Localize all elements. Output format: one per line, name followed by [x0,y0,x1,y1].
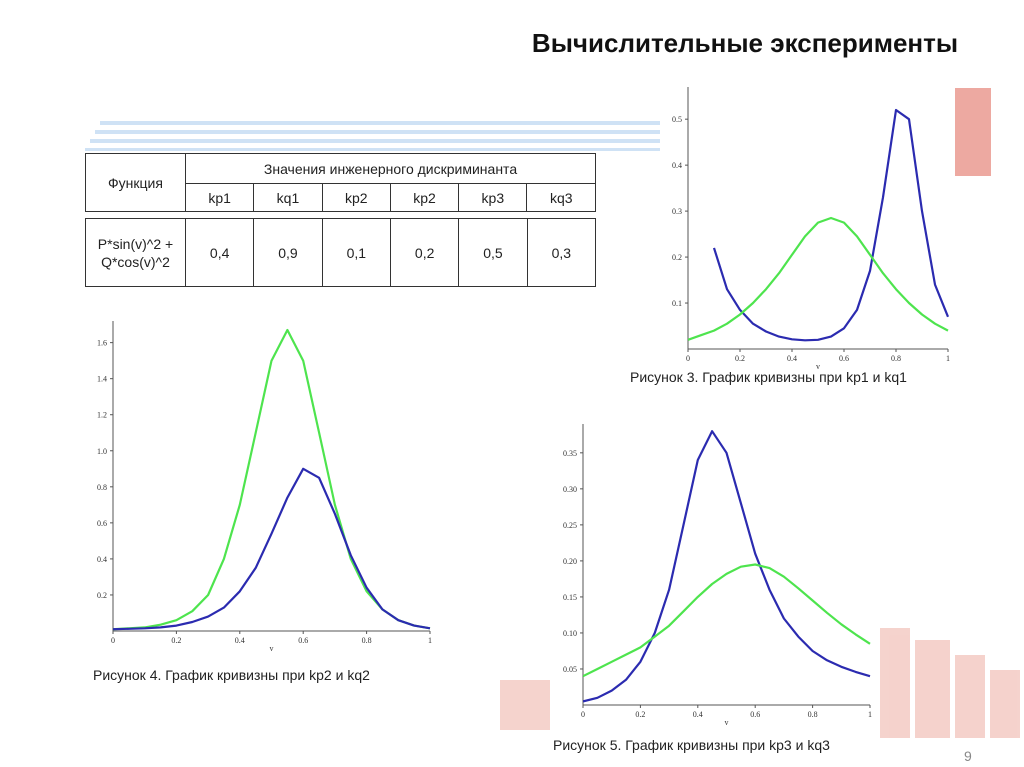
curve [712,108,950,342]
x-tick-label: 0.6 [750,710,760,719]
x-tick-label: 0.8 [808,710,818,719]
y-tick-label: 0.25 [563,521,577,530]
y-tick-label: 0.2 [97,591,107,600]
x-tick-label: 0.4 [693,710,703,719]
slide-title: Вычислительные эксперименты [531,28,959,58]
table-header: Функция Значения инженерного дискриминан… [85,153,596,212]
y-tick-label: 0.2 [672,253,682,262]
y-tick-label: 0.30 [563,485,577,494]
curve [688,216,949,341]
y-tick-label: 1.0 [97,447,107,456]
column-cell: kp3 [458,183,528,212]
curve [113,328,431,631]
x-tick-label: 0.2 [735,354,745,363]
x-tick-label: 0.2 [635,710,645,719]
red-block [955,88,991,176]
x-tick-label: 0.4 [787,354,797,363]
caption: Рисунок 5. График кривизны при kp3 и kq3 [553,737,830,753]
curve [583,563,871,678]
y-tick-label: 1.4 [97,375,107,384]
value-cell: 0,3 [526,218,597,287]
blue-stripes [85,121,660,151]
x-tick-label: 0.8 [891,354,901,363]
x-tick-label: 0.4 [235,636,245,645]
curve [583,430,871,703]
x-axis-label: v [270,644,274,653]
y-tick-label: 0.4 [672,161,682,170]
y-tick-label: 0.15 [563,593,577,602]
y-tick-label: 1.2 [97,411,107,420]
curve [113,467,431,631]
x-tick-label: 0 [581,710,585,719]
function-cell: P*sin(v)^2 + Q*cos(v)^2 [85,218,186,287]
y-tick-label: 1.6 [97,339,107,348]
y-tick-label: 0.5 [672,115,682,124]
column-cell: kp2 [321,183,391,212]
y-tick-label: 0.3 [672,207,682,216]
x-tick-label: 0.6 [839,354,849,363]
caption: Рисунок 3. График кривизны при kp1 и kq1 [630,369,907,385]
value-cell: 0,4 [184,218,255,287]
header-cell: Значения инженерного дискриминанта [185,153,596,184]
y-tick-label: 0.6 [97,519,107,528]
x-tick-label: 1 [428,636,432,645]
x-tick-label: 0.8 [362,636,372,645]
value-cell: 0,9 [253,218,323,287]
header-cell: Функция [85,153,186,212]
building-pattern [500,628,1020,738]
y-tick-label: 0.05 [563,665,577,674]
column-cell: kp2 [389,183,460,212]
page-number: 9 [964,748,972,764]
x-tick-label: 0 [686,354,690,363]
value-cell: 0,1 [321,218,391,287]
y-tick-label: 0.35 [563,449,577,458]
y-tick-label: 0.8 [97,483,107,492]
x-axis-label: v [816,362,820,371]
x-tick-label: 0.6 [298,636,308,645]
column-cell: kq1 [253,183,323,212]
y-tick-label: 0.10 [563,629,577,638]
x-tick-label: 1 [868,710,872,719]
x-tick-label: 0 [111,636,115,645]
x-axis-label: v [725,718,729,727]
y-tick-label: 0.4 [97,555,107,564]
caption: Рисунок 4. График кривизны при kp2 и kq2 [93,667,370,683]
table-body: P*sin(v)^2 + Q*cos(v)^2 0,4 0,9 0,1 0,2 … [85,218,597,287]
x-tick-label: 0.2 [171,636,181,645]
x-tick-label: 1 [946,354,950,363]
column-cell: kq3 [526,183,596,212]
y-tick-label: 0.1 [672,299,682,308]
y-tick-label: 0.20 [563,557,577,566]
